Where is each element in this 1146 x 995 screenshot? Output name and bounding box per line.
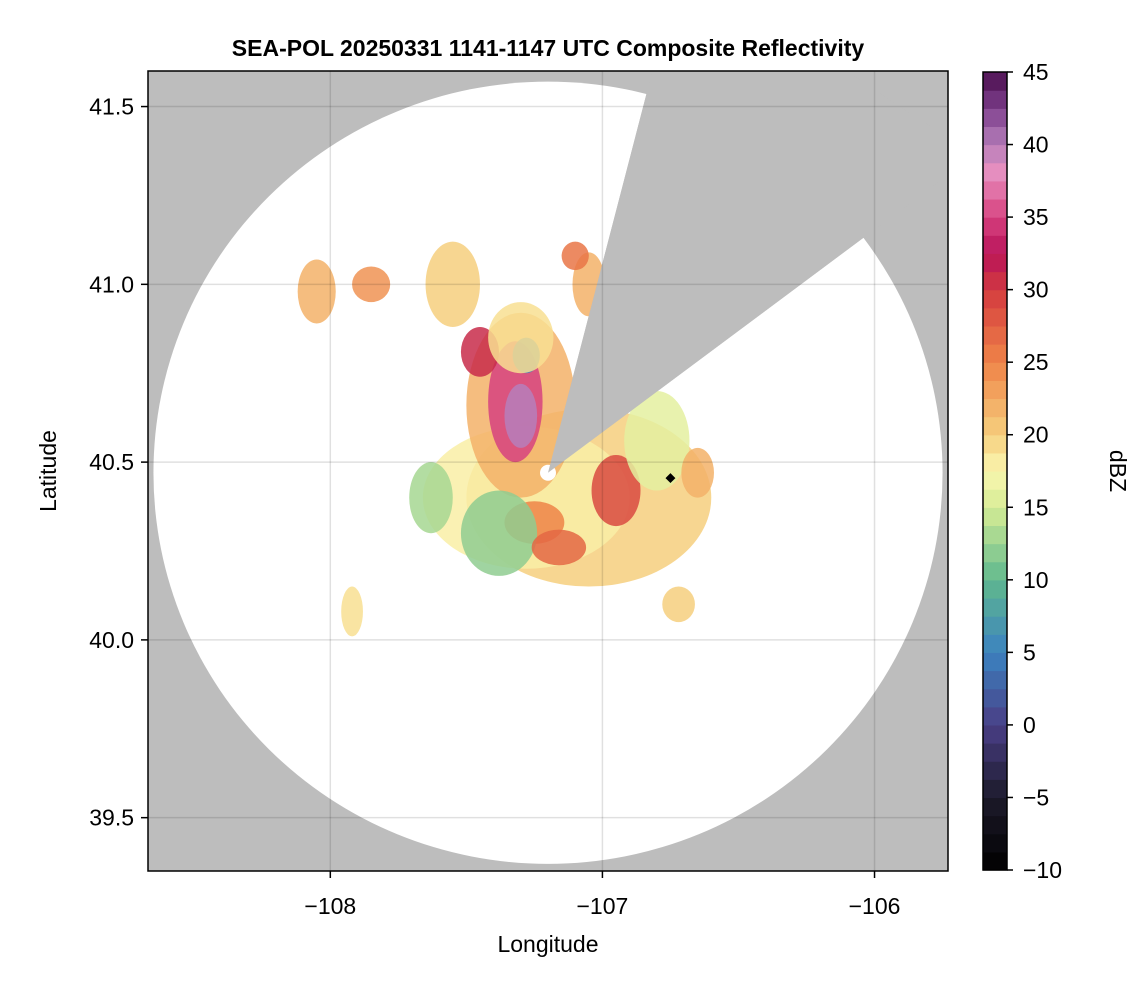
colorbar-band — [983, 779, 1007, 799]
colorbar-band — [983, 434, 1007, 454]
colorbar-tick-label: 20 — [1023, 422, 1049, 448]
colorbar-tick-label: −5 — [1023, 784, 1049, 810]
y-axis: 39.5 40.0 40.5 41.0 41.5 — [89, 94, 148, 831]
colorbar-band — [983, 108, 1007, 128]
x-tick-label: −107 — [577, 893, 629, 919]
colorbar-band — [983, 398, 1007, 418]
grid-lines — [148, 71, 948, 871]
echo-region — [561, 241, 589, 271]
colorbar-band — [983, 724, 1007, 744]
colorbar-band — [983, 126, 1007, 146]
colorbar-band — [983, 743, 1007, 762]
colorbar-band — [983, 162, 1007, 182]
echo-region — [531, 529, 587, 566]
colorbar-band — [983, 561, 1007, 581]
colorbar-tick-label: 45 — [1023, 59, 1049, 85]
echo-region — [341, 586, 363, 637]
colorbar-band — [983, 543, 1007, 563]
y-tick-label: 41.0 — [89, 271, 134, 297]
colorbar-tick-label: 15 — [1023, 494, 1049, 520]
colorbar-tick-label: −10 — [1023, 857, 1062, 883]
echo-region — [624, 391, 690, 491]
echo-region — [460, 490, 538, 576]
colorbar-band — [983, 344, 1007, 363]
colorbar-band — [983, 833, 1007, 853]
colorbar-tick-label: 10 — [1023, 567, 1049, 593]
colorbar-band — [983, 489, 1007, 508]
echo-region — [662, 586, 695, 623]
colorbar-band — [983, 271, 1007, 291]
y-tick-label: 41.5 — [89, 94, 134, 120]
colorbar-band — [983, 307, 1007, 327]
echo-region — [591, 455, 641, 527]
colorbar-tick-label: 0 — [1023, 712, 1036, 738]
echo-region — [681, 447, 714, 498]
colorbar-tick-label: 40 — [1023, 132, 1049, 158]
colorbar: −10 −5 0 5 10 15 20 25 30 35 40 45 — [982, 59, 1062, 883]
colorbar-band — [983, 90, 1007, 109]
plot-frame — [147, 70, 949, 872]
colorbar-label: dBZ — [1105, 450, 1131, 492]
colorbar-tick-label: 30 — [1023, 277, 1049, 303]
colorbar-band — [983, 616, 1007, 635]
colorbar-tick-label: 5 — [1023, 639, 1036, 665]
colorbar-band — [983, 851, 1007, 871]
colorbar-band — [983, 362, 1007, 381]
echo-region — [409, 462, 453, 534]
colorbar-band — [983, 688, 1007, 708]
colorbar-tick-label: 35 — [1023, 204, 1049, 230]
blocked-sector-mask — [548, 71, 948, 473]
y-tick-label: 39.5 — [89, 805, 134, 831]
chart-title: SEA-POL 20250331 1141-1147 UTC Composite… — [232, 35, 865, 61]
site-marker — [665, 473, 676, 484]
y-tick-label: 40.0 — [89, 627, 134, 653]
echo-region — [488, 302, 554, 374]
colorbar-band — [983, 507, 1007, 527]
colorbar-band — [983, 597, 1007, 617]
colorbar-tick-label: 25 — [1023, 349, 1049, 375]
colorbar-band — [983, 380, 1007, 400]
colorbar-band — [983, 289, 1007, 309]
echo-region — [504, 383, 538, 448]
colorbar-band — [983, 634, 1007, 653]
colorbar-band — [983, 471, 1007, 490]
x-axis-label: Longitude — [497, 931, 598, 957]
x-tick-label: −108 — [304, 893, 356, 919]
colorbar-band — [983, 180, 1007, 200]
echo-region — [425, 241, 480, 327]
colorbar-band — [983, 253, 1007, 273]
colorbar-band — [983, 452, 1007, 472]
colorbar-band — [983, 416, 1007, 436]
y-axis-label: Latitude — [35, 430, 61, 512]
y-tick-label: 40.5 — [89, 449, 134, 475]
colorbar-band — [983, 235, 1007, 254]
colorbar-band — [983, 325, 1007, 345]
colorbar-band — [983, 579, 1007, 599]
plot-area — [148, 71, 948, 871]
colorbar-band — [983, 706, 1007, 726]
colorbar-band — [983, 525, 1007, 545]
colorbar-band — [983, 670, 1007, 690]
colorbar-band — [983, 761, 1007, 780]
echo-region — [297, 259, 336, 324]
colorbar-band — [983, 144, 1007, 164]
site-markers — [665, 473, 676, 484]
x-axis: −108 −107 −106 — [304, 871, 900, 919]
colorbar-band — [983, 198, 1007, 218]
colorbar-band — [983, 217, 1007, 236]
colorbar-band — [983, 797, 1007, 817]
colorbar-band — [983, 652, 1007, 672]
colorbar-band — [983, 815, 1007, 835]
echo-region — [352, 266, 391, 303]
echo-field — [297, 71, 948, 637]
colorbar-frame — [982, 71, 1008, 871]
x-tick-label: −106 — [849, 893, 901, 919]
colorbar-band — [983, 72, 1007, 91]
